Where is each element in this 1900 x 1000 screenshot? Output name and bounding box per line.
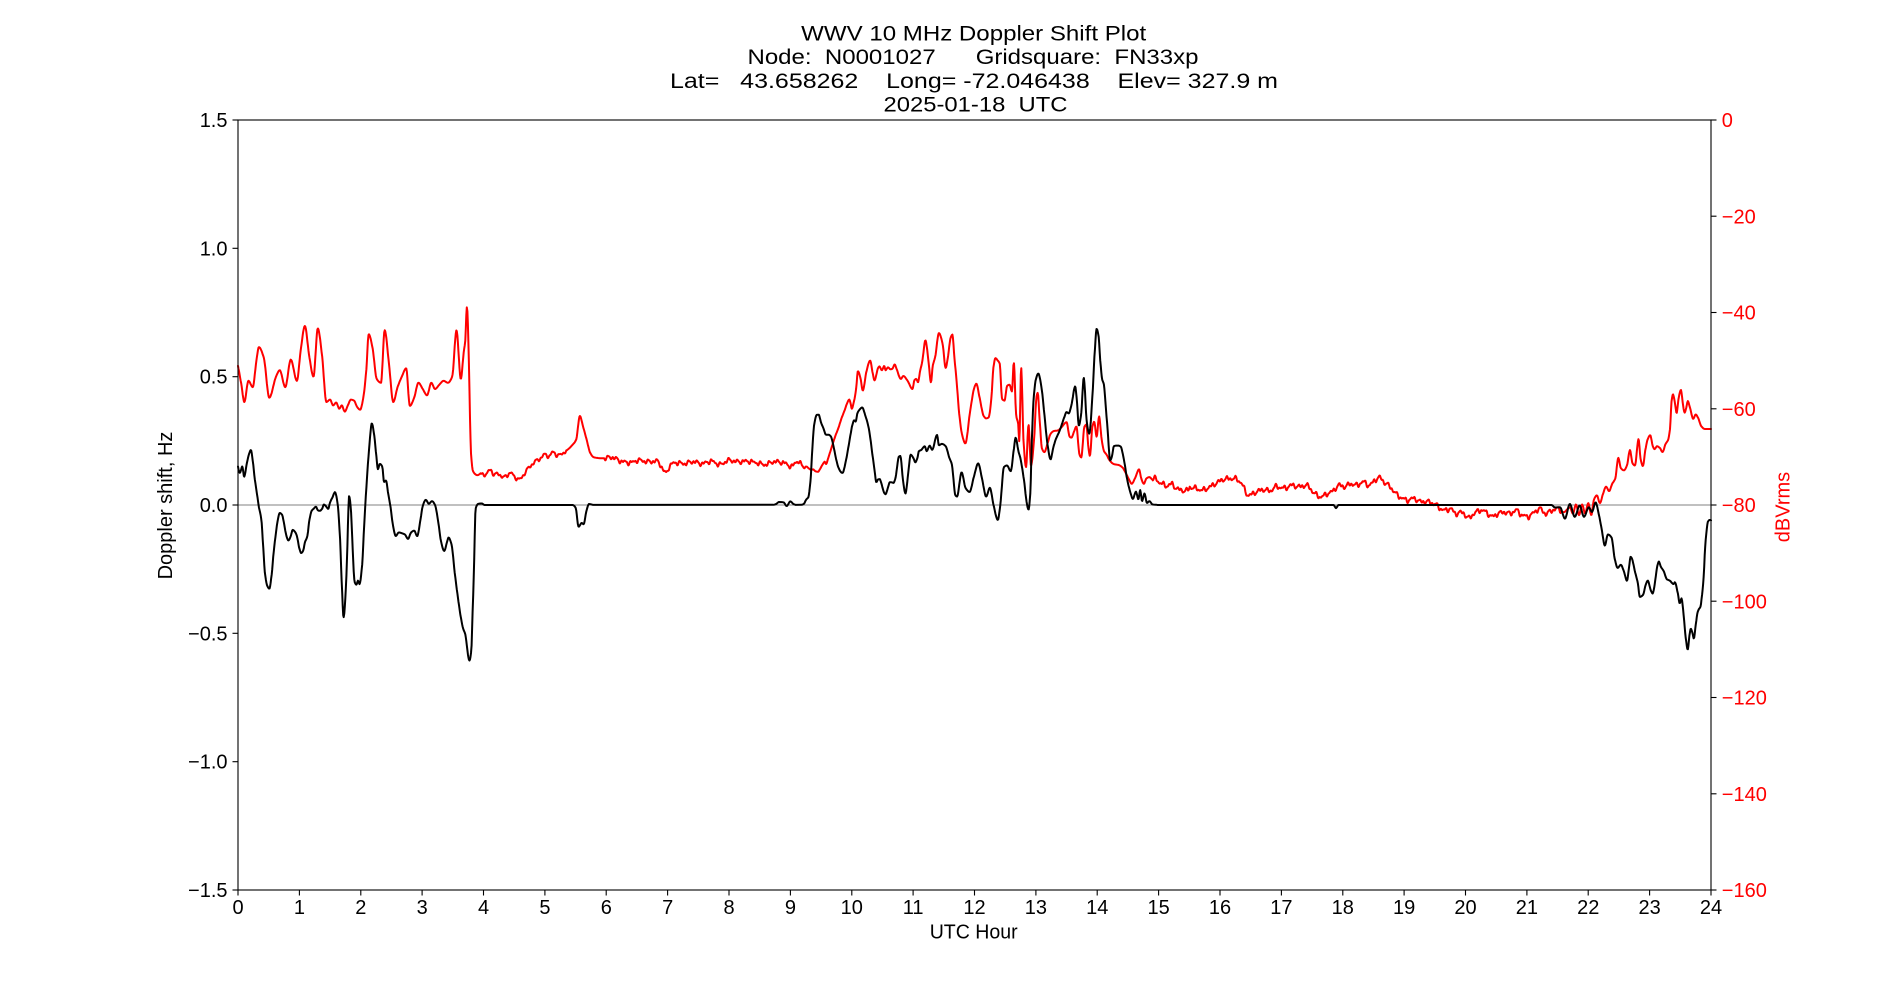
svg-text:dBVrms: dBVrms [1773, 472, 1795, 542]
svg-text:Doppler shift, Hz: Doppler shift, Hz [155, 432, 177, 580]
svg-text:1.5: 1.5 [200, 110, 228, 132]
svg-text:19: 19 [1393, 897, 1415, 919]
svg-text:21: 21 [1516, 897, 1538, 919]
svg-text:2025-01-18 UTC: 2025-01-18 UTC [884, 93, 1068, 116]
svg-text:−20: −20 [1722, 206, 1756, 228]
svg-text:16: 16 [1209, 897, 1231, 919]
svg-text:14: 14 [1086, 897, 1108, 919]
svg-text:0.5: 0.5 [200, 367, 228, 389]
svg-text:−1.0: −1.0 [188, 752, 227, 774]
svg-text:−40: −40 [1722, 303, 1756, 325]
svg-text:23: 23 [1639, 897, 1661, 919]
svg-text:7: 7 [662, 897, 673, 919]
svg-text:22: 22 [1577, 897, 1599, 919]
svg-text:8: 8 [723, 897, 734, 919]
svg-text:2: 2 [355, 897, 366, 919]
svg-text:12: 12 [963, 897, 985, 919]
svg-text:Node: N0001027 Gridsquar: Node: N0001027 Gridsquare: FN33xp [748, 46, 1199, 69]
svg-text:17: 17 [1270, 897, 1292, 919]
svg-text:18: 18 [1332, 897, 1354, 919]
svg-text:−60: −60 [1722, 399, 1756, 421]
svg-text:6: 6 [601, 897, 612, 919]
svg-text:WWV 10 MHz Doppler Shift Plot: WWV 10 MHz Doppler Shift Plot [801, 23, 1146, 46]
svg-text:13: 13 [1025, 897, 1047, 919]
svg-text:UTC Hour: UTC Hour [930, 922, 1018, 944]
svg-text:−120: −120 [1722, 688, 1767, 710]
svg-text:1.0: 1.0 [200, 238, 228, 260]
svg-text:24: 24 [1700, 897, 1722, 919]
svg-text:11: 11 [903, 897, 924, 919]
svg-text:Lat= 43.658262 Long= -72.: Lat= 43.658262 Long= -72.046438 Elev= 32… [670, 70, 1278, 93]
svg-text:20: 20 [1454, 897, 1476, 919]
svg-text:5: 5 [539, 897, 550, 919]
svg-text:−80: −80 [1722, 495, 1756, 517]
svg-text:0.0: 0.0 [200, 495, 228, 517]
svg-text:4: 4 [478, 897, 489, 919]
svg-text:3: 3 [417, 897, 428, 919]
svg-text:9: 9 [785, 897, 796, 919]
svg-text:−0.5: −0.5 [188, 623, 227, 645]
svg-text:−1.5: −1.5 [188, 880, 227, 902]
svg-text:10: 10 [841, 897, 863, 919]
svg-text:15: 15 [1148, 897, 1170, 919]
svg-text:−160: −160 [1722, 880, 1767, 902]
svg-text:1: 1 [294, 897, 305, 919]
svg-text:−100: −100 [1722, 591, 1767, 613]
svg-text:0: 0 [232, 897, 243, 919]
svg-text:−140: −140 [1722, 784, 1767, 806]
svg-text:0: 0 [1722, 110, 1733, 132]
